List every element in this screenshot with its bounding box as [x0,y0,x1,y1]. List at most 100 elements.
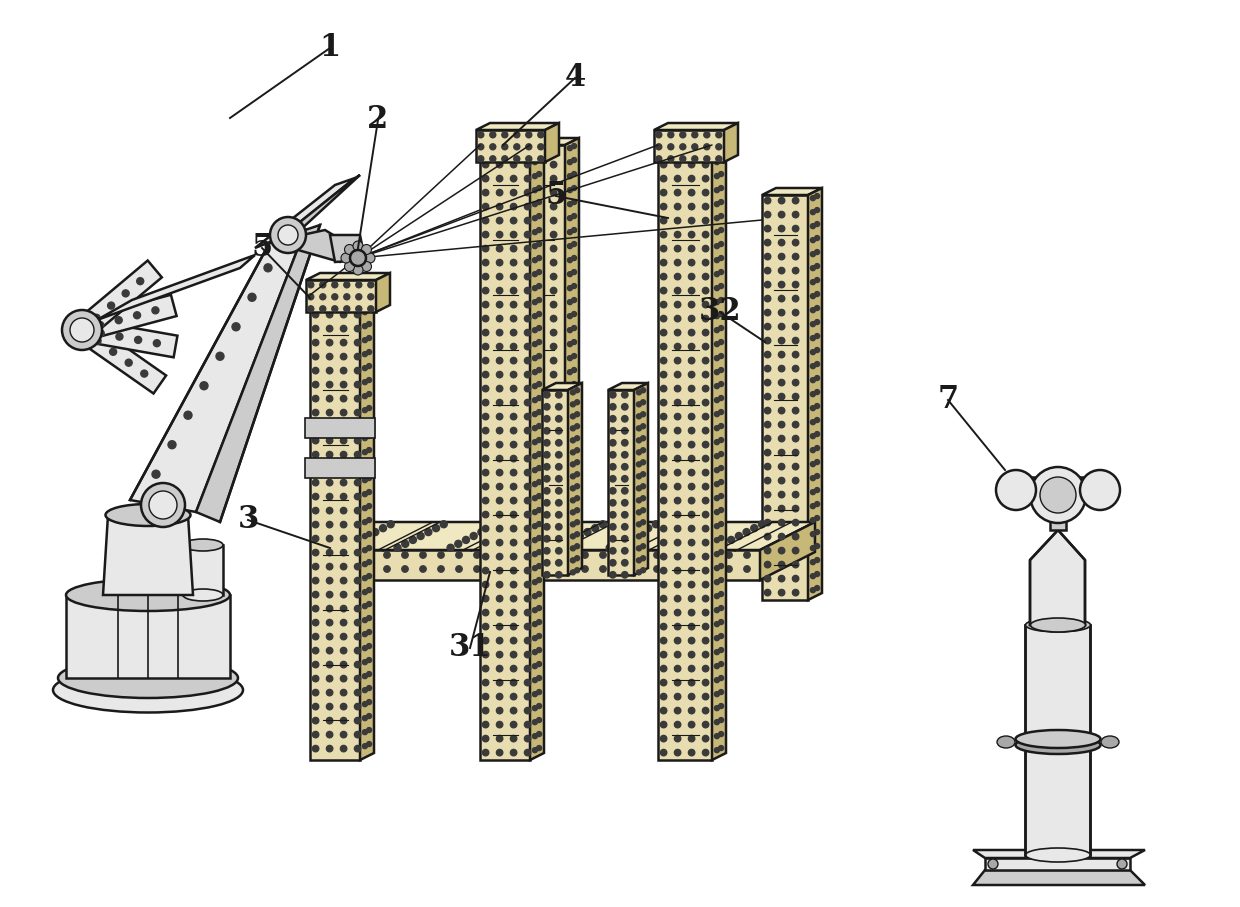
Circle shape [714,370,719,375]
Circle shape [496,231,502,238]
Circle shape [779,561,785,568]
Circle shape [661,581,667,588]
Circle shape [636,570,641,575]
Circle shape [675,736,681,742]
Circle shape [543,571,551,578]
Circle shape [537,367,542,373]
Circle shape [702,749,709,756]
Circle shape [326,480,332,486]
Circle shape [525,203,531,210]
Circle shape [341,550,347,556]
Circle shape [537,385,543,392]
Circle shape [570,390,575,395]
Circle shape [688,666,694,672]
Circle shape [708,551,714,558]
Circle shape [764,324,771,330]
Circle shape [502,156,508,161]
Circle shape [326,522,332,528]
Circle shape [511,568,517,574]
Circle shape [496,568,502,574]
Circle shape [568,201,573,207]
Circle shape [815,445,820,451]
Circle shape [568,397,573,403]
Circle shape [792,296,799,302]
Polygon shape [973,850,1145,858]
Polygon shape [270,230,358,262]
Circle shape [482,427,489,434]
Circle shape [714,412,719,416]
Circle shape [490,132,496,138]
Circle shape [537,284,542,288]
Circle shape [714,636,719,640]
Circle shape [675,651,681,658]
Circle shape [661,385,667,392]
Circle shape [688,512,694,518]
Circle shape [537,437,542,443]
Circle shape [136,278,144,285]
Circle shape [702,595,709,602]
Circle shape [582,551,588,558]
Circle shape [779,198,785,204]
Circle shape [537,480,542,484]
Circle shape [702,679,709,686]
Circle shape [621,536,627,542]
Circle shape [537,540,543,546]
Circle shape [641,496,646,501]
Circle shape [637,529,644,535]
Circle shape [719,437,724,443]
Circle shape [367,588,372,592]
Circle shape [570,438,575,443]
Circle shape [477,132,484,138]
Circle shape [482,218,489,224]
Circle shape [511,638,517,644]
Circle shape [779,492,785,498]
Circle shape [326,591,332,598]
Circle shape [425,529,432,535]
Circle shape [312,676,319,682]
Circle shape [792,337,799,344]
Text: 7: 7 [937,385,959,415]
Circle shape [675,218,681,224]
Circle shape [356,306,362,312]
Circle shape [570,450,575,454]
Circle shape [641,472,646,477]
Circle shape [568,299,573,305]
Circle shape [532,384,537,389]
Circle shape [815,347,820,353]
Circle shape [815,306,820,310]
Circle shape [537,704,542,708]
Circle shape [537,689,542,695]
Polygon shape [306,280,376,312]
Circle shape [496,623,502,629]
Circle shape [525,568,531,574]
Circle shape [496,175,502,181]
Circle shape [367,307,372,313]
Circle shape [661,203,667,210]
Circle shape [367,377,372,383]
Circle shape [661,721,667,727]
Circle shape [477,529,485,535]
Circle shape [702,273,709,279]
Circle shape [312,311,319,317]
Circle shape [482,525,489,532]
Circle shape [522,512,528,518]
Circle shape [355,395,361,402]
Circle shape [496,553,502,560]
Circle shape [537,399,543,405]
Circle shape [312,507,319,513]
Circle shape [367,532,372,537]
Circle shape [368,294,373,300]
Circle shape [779,253,785,259]
Circle shape [537,357,543,364]
Circle shape [551,329,557,336]
Circle shape [332,282,337,288]
Circle shape [362,590,367,595]
Circle shape [496,344,502,350]
Circle shape [779,590,785,596]
Circle shape [556,463,562,470]
Circle shape [537,497,543,503]
Circle shape [532,425,537,431]
Circle shape [355,339,361,346]
Circle shape [720,541,727,547]
Circle shape [636,414,641,419]
